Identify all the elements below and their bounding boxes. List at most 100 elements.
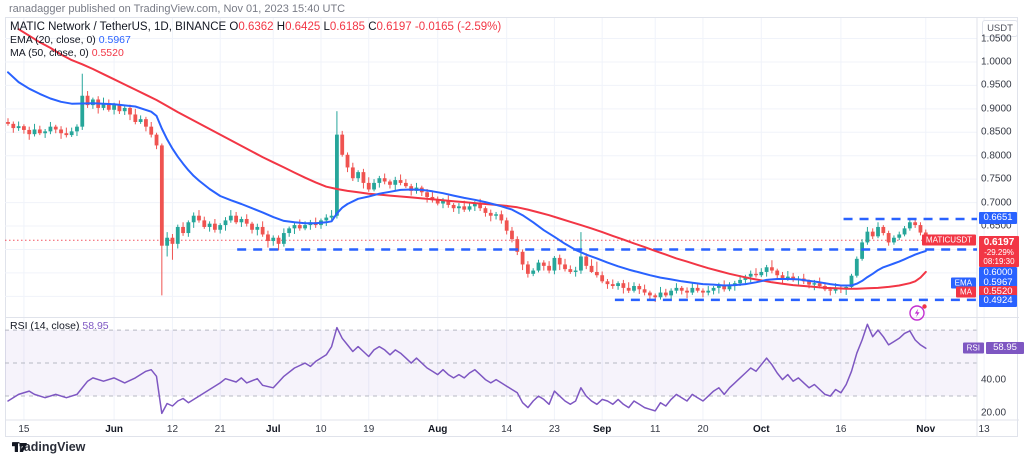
candle xyxy=(16,126,21,129)
candle xyxy=(876,226,880,237)
candle xyxy=(64,133,69,136)
candle xyxy=(780,275,785,279)
candle xyxy=(902,228,907,235)
candle xyxy=(48,126,53,132)
candle xyxy=(807,281,811,285)
candle xyxy=(144,119,148,127)
candle xyxy=(276,237,281,244)
candle xyxy=(812,283,817,285)
candle xyxy=(653,295,658,298)
candle xyxy=(770,267,774,271)
candle xyxy=(785,276,790,279)
candle xyxy=(101,103,106,108)
candle xyxy=(377,178,382,183)
ema20-line xyxy=(7,71,927,287)
time-tick-label: 12 xyxy=(166,424,179,435)
ma-value: 0.5520 xyxy=(91,47,124,59)
candle xyxy=(329,215,334,218)
candle xyxy=(324,217,329,221)
candle xyxy=(393,180,398,185)
candle xyxy=(892,237,896,243)
candle xyxy=(212,223,217,230)
candle xyxy=(605,281,610,285)
candle xyxy=(239,218,244,223)
candle xyxy=(382,178,387,182)
candle xyxy=(610,284,615,287)
candle xyxy=(228,215,233,221)
candle xyxy=(557,257,562,265)
candle xyxy=(632,286,636,291)
candle xyxy=(287,228,292,234)
candle xyxy=(32,129,37,135)
rsi-tick-label: 20.00 xyxy=(981,407,1007,419)
candle xyxy=(579,256,583,271)
candle xyxy=(775,270,780,276)
ema-value: 0.5967 xyxy=(98,34,131,46)
candle xyxy=(281,233,286,244)
candle xyxy=(685,290,689,293)
candle xyxy=(350,167,355,179)
candle xyxy=(637,286,642,290)
time-tick-label: 19 xyxy=(363,424,375,435)
candle xyxy=(616,283,620,287)
candle xyxy=(202,220,207,227)
chart-frame xyxy=(5,17,1018,437)
candle xyxy=(175,226,180,244)
candle xyxy=(701,290,705,293)
price-tick-label: 0.6500 xyxy=(981,220,1012,232)
ohlc-key: L xyxy=(320,21,330,33)
ema-legend-row: EMA (20, close, 0) 0.5967 xyxy=(10,34,501,46)
ticker-tag: MATICUSDT xyxy=(921,234,976,246)
candle xyxy=(510,230,514,240)
candle xyxy=(441,200,445,204)
price-level-label: 0.6000 xyxy=(979,267,1017,279)
rsi-line xyxy=(7,323,927,415)
candle xyxy=(483,208,488,213)
time-tick-label: 23 xyxy=(548,424,560,435)
candle xyxy=(541,262,546,266)
price-tick-label: 0.7000 xyxy=(981,197,1012,209)
candle xyxy=(472,203,477,207)
candle xyxy=(154,134,159,146)
candle xyxy=(589,265,594,272)
currency-usdt-button[interactable]: USDT xyxy=(982,20,1018,37)
candle xyxy=(642,289,647,293)
candle xyxy=(117,105,122,112)
symbol-title: MATIC Network / TetherUS, 1D, BINANCE xyxy=(10,21,227,33)
candle xyxy=(711,287,716,291)
candle xyxy=(69,131,74,136)
time-tick-label: Oct xyxy=(752,424,770,435)
time-tick-label: 13 xyxy=(978,424,990,435)
time-tick-label: Jun xyxy=(105,424,123,435)
ohlc-value: 0.6185 xyxy=(329,21,366,33)
candle xyxy=(854,258,859,276)
footer-brand: TradingView xyxy=(12,440,85,454)
candle xyxy=(690,287,695,293)
candle xyxy=(764,267,769,272)
price-tick-label: 1.0000 xyxy=(981,56,1012,68)
candle xyxy=(372,182,376,190)
candle xyxy=(6,121,10,124)
price-tick-label: 0.8000 xyxy=(981,150,1012,162)
ema-tag: EMA xyxy=(950,277,976,289)
candle xyxy=(748,273,753,277)
candle xyxy=(626,287,631,291)
rsi-tag: RSI xyxy=(962,342,984,354)
candle xyxy=(335,134,339,216)
candle xyxy=(181,226,185,234)
candle xyxy=(621,283,626,288)
candle xyxy=(669,290,674,296)
rsi-value: 58.95 xyxy=(82,320,109,332)
candle xyxy=(191,215,196,223)
candle xyxy=(849,275,854,287)
candle xyxy=(467,206,472,210)
candle xyxy=(600,275,605,282)
candle xyxy=(817,283,822,287)
candle xyxy=(340,134,345,155)
rsi-value-label: 58.95 xyxy=(986,342,1024,355)
candle xyxy=(398,180,403,183)
candle xyxy=(886,233,891,243)
time-tick-label: 11 xyxy=(650,424,661,435)
time-tick-label: 16 xyxy=(835,424,847,435)
